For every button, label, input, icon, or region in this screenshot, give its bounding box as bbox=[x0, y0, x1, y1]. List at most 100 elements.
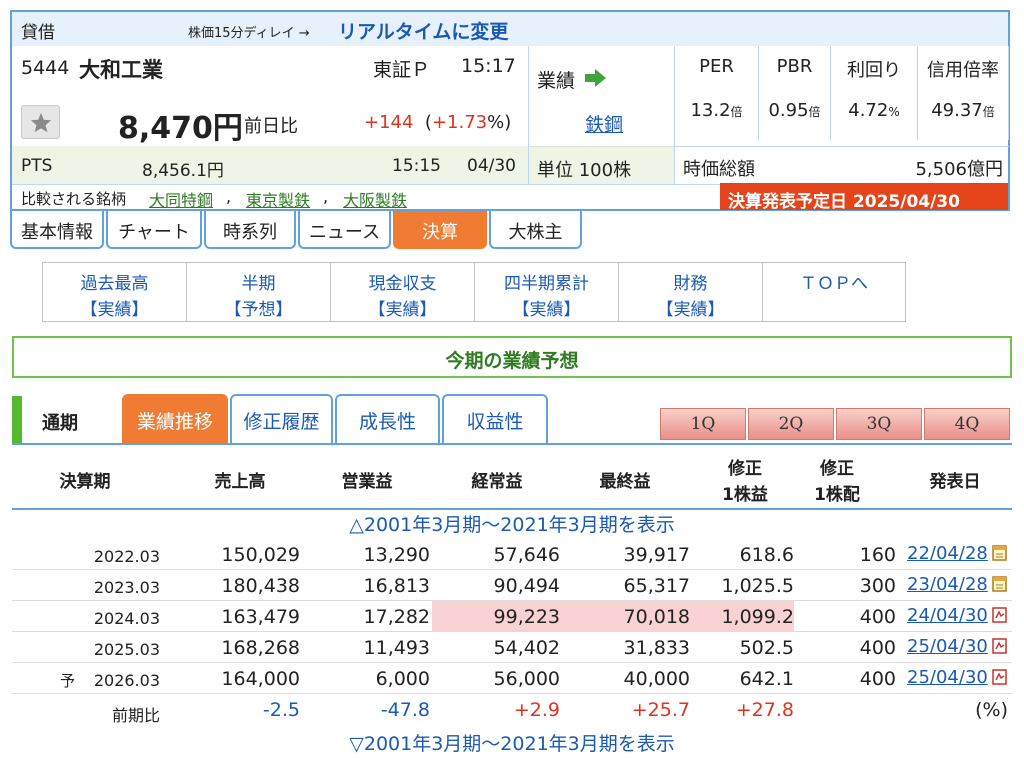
quarter-button-1q[interactable]: 1Q bbox=[660, 408, 746, 440]
quote-main: 5444 大和工業 東証Ｐ 15:17 8,470円 前日比 +144 (+1.… bbox=[12, 46, 528, 184]
tab-news[interactable]: ニュース bbox=[298, 211, 391, 249]
indicator-value: 13.2倍 bbox=[690, 100, 743, 121]
cell-eps: 1,025.5 bbox=[721, 575, 794, 597]
tab-time-series[interactable]: 時系列 bbox=[204, 211, 296, 249]
pdf-icon[interactable] bbox=[992, 607, 1008, 623]
pdf-icon[interactable] bbox=[992, 669, 1008, 685]
yoy-ratio-row: 前期比 -2.5 -47.8 +2.9 +25.7 +27.8 (%) bbox=[12, 694, 1012, 725]
col-header-div-line1: 修正 bbox=[820, 459, 854, 479]
submenu-sublabel: 【実績】 bbox=[512, 300, 581, 320]
tab-basic-info[interactable]: 基本情報 bbox=[10, 211, 104, 249]
compare-link[interactable]: 大同特鋼 bbox=[149, 191, 214, 210]
compare-separator: , bbox=[226, 187, 232, 206]
indicator-pbr: PBR 0.95倍 bbox=[759, 46, 831, 140]
cell-ordinary: 90,494 bbox=[493, 575, 560, 597]
earnings-date-badge: 決算発表予定日 2025/04/30 bbox=[720, 183, 1008, 212]
show-older-toggle-bottom[interactable]: ▽2001年3月期～2021年3月期を表示 bbox=[349, 733, 675, 755]
tab-earnings[interactable]: 決算 bbox=[393, 211, 487, 249]
arrow-right-icon[interactable] bbox=[585, 69, 607, 87]
submenu-cash-flow[interactable]: 現金収支 【実績】 bbox=[331, 263, 475, 321]
cell-ordinary: 57,646 bbox=[493, 544, 560, 566]
ratio-label: 前期比 bbox=[111, 706, 160, 725]
pdf-icon[interactable] bbox=[992, 638, 1008, 654]
submenu-label: 現金収支 bbox=[368, 274, 437, 294]
cell-operating: 11,493 bbox=[363, 637, 430, 659]
cell-operating: 16,813 bbox=[363, 575, 430, 597]
forecast-mark: 予 bbox=[60, 672, 76, 690]
announce-date-link[interactable]: 25/04/30 bbox=[907, 636, 988, 657]
indicator-margin-ratio: 信用倍率 49.37倍 bbox=[918, 46, 1009, 140]
cell-eps-record: 1,099.2 bbox=[690, 601, 794, 631]
cell-ordinary: 54,402 bbox=[493, 637, 560, 659]
submenu-quarterly[interactable]: 四半期累計 【実績】 bbox=[475, 263, 619, 321]
indicator-yield: 利回り 4.72% bbox=[831, 46, 918, 140]
table-row: 2022.03 150,029 13,290 57,646 39,917 618… bbox=[12, 539, 1012, 570]
submenu-half-year[interactable]: 半期 【予想】 bbox=[187, 263, 331, 321]
announce-date-link[interactable]: 23/04/28 bbox=[907, 574, 988, 595]
announce-date-link[interactable]: 22/04/28 bbox=[907, 543, 988, 564]
market-name: 東証Ｐ bbox=[373, 59, 431, 81]
submenu-financials[interactable]: 財務 【実績】 bbox=[619, 263, 763, 321]
tab-performance-trend[interactable]: 業績推移 bbox=[122, 394, 228, 444]
cell-net: 65,317 bbox=[623, 575, 690, 597]
pts-date: 04/30 bbox=[467, 156, 516, 176]
ratio-operating: -47.8 bbox=[380, 699, 430, 721]
favorite-star-button[interactable] bbox=[21, 105, 60, 139]
show-older-toggle-top[interactable]: △2001年3月期～2021年3月期を表示 bbox=[349, 514, 675, 536]
pts-time: 15:15 bbox=[392, 156, 441, 176]
cell-dividend: 400 bbox=[859, 606, 896, 628]
table-row: 2023.03 180,438 16,813 90,494 65,317 1,0… bbox=[12, 570, 1012, 601]
cell-period: 2023.03 bbox=[93, 578, 160, 597]
table-row: 2025.03 168,268 11,493 54,402 31,833 502… bbox=[12, 632, 1012, 663]
cell-dividend: 160 bbox=[859, 544, 896, 566]
col-header-eps-line2: 1株益 bbox=[722, 485, 768, 505]
cell-period: 2022.03 bbox=[93, 547, 160, 566]
cell-period: 2024.03 bbox=[93, 609, 160, 628]
announce-date-link[interactable]: 25/04/30 bbox=[907, 667, 988, 688]
submenu-label: 四半期累計 bbox=[504, 274, 589, 294]
pts-label: PTS bbox=[21, 156, 53, 176]
col-header-period: 決算期 bbox=[59, 472, 111, 492]
stock-name: 大和工業 bbox=[79, 58, 163, 82]
submenu-record-high[interactable]: 過去最高 【実績】 bbox=[43, 263, 187, 321]
delay-notice: 株価15分ディレイ → bbox=[188, 26, 310, 41]
realtime-link[interactable]: リアルタイムに変更 bbox=[338, 21, 509, 43]
tab-major-shareholders[interactable]: 大株主 bbox=[489, 211, 582, 249]
cell-operating: 17,282 bbox=[363, 606, 430, 628]
submenu-top[interactable]: ＴＯＰへ bbox=[763, 263, 905, 321]
cell-net: 31,833 bbox=[623, 637, 690, 659]
announce-date-link[interactable]: 24/04/30 bbox=[907, 605, 988, 626]
tab-profitability[interactable]: 収益性 bbox=[442, 394, 548, 444]
margin-type-label: 貸借 bbox=[21, 23, 55, 43]
submenu-label: ＴＯＰへ bbox=[800, 274, 868, 294]
quarter-button-2q[interactable]: 2Q bbox=[748, 408, 834, 440]
indicator-value: 0.95倍 bbox=[768, 100, 821, 121]
document-icon[interactable] bbox=[992, 545, 1008, 561]
market-cap-label: 時価総額 bbox=[683, 159, 755, 180]
tab-chart[interactable]: チャート bbox=[106, 211, 202, 249]
industry-link[interactable]: 鉄鋼 bbox=[585, 114, 624, 136]
submenu-sublabel: 【実績】 bbox=[368, 300, 437, 320]
performance-label: 業績 bbox=[537, 70, 576, 92]
tab-growth[interactable]: 成長性 bbox=[335, 394, 440, 444]
submenu-label: 財務 bbox=[673, 274, 708, 294]
cell-sales: 150,029 bbox=[221, 544, 300, 566]
compare-link[interactable]: 東京製鉄 bbox=[246, 191, 311, 210]
cell-period: 2026.03 bbox=[93, 671, 160, 690]
indicator-label: PER bbox=[699, 56, 734, 77]
quarter-button-4q[interactable]: 4Q bbox=[924, 408, 1010, 440]
compare-label: 比較される銘柄 bbox=[21, 190, 127, 208]
col-header-sales: 売上高 bbox=[214, 472, 266, 492]
compare-row: 比較される銘柄 大同特鋼 , 東京製鉄 , 大阪製鉄 決算発表予定日 2025/… bbox=[12, 183, 1008, 212]
quarter-button-3q[interactable]: 3Q bbox=[836, 408, 922, 440]
document-icon[interactable] bbox=[992, 576, 1008, 592]
submenu-label: 過去最高 bbox=[80, 274, 149, 294]
indicator-value: 4.72% bbox=[848, 100, 900, 121]
col-header-operating: 営業益 bbox=[341, 472, 393, 492]
submenu-sublabel: 【実績】 bbox=[656, 300, 725, 320]
ratio-ordinary: +2.9 bbox=[513, 699, 560, 721]
tab-revision-history[interactable]: 修正履歴 bbox=[230, 394, 333, 444]
change-percent: +1.73 bbox=[431, 112, 488, 133]
market-cap-value: 5,506億円 bbox=[915, 159, 1003, 180]
compare-link[interactable]: 大阪製鉄 bbox=[343, 191, 408, 210]
